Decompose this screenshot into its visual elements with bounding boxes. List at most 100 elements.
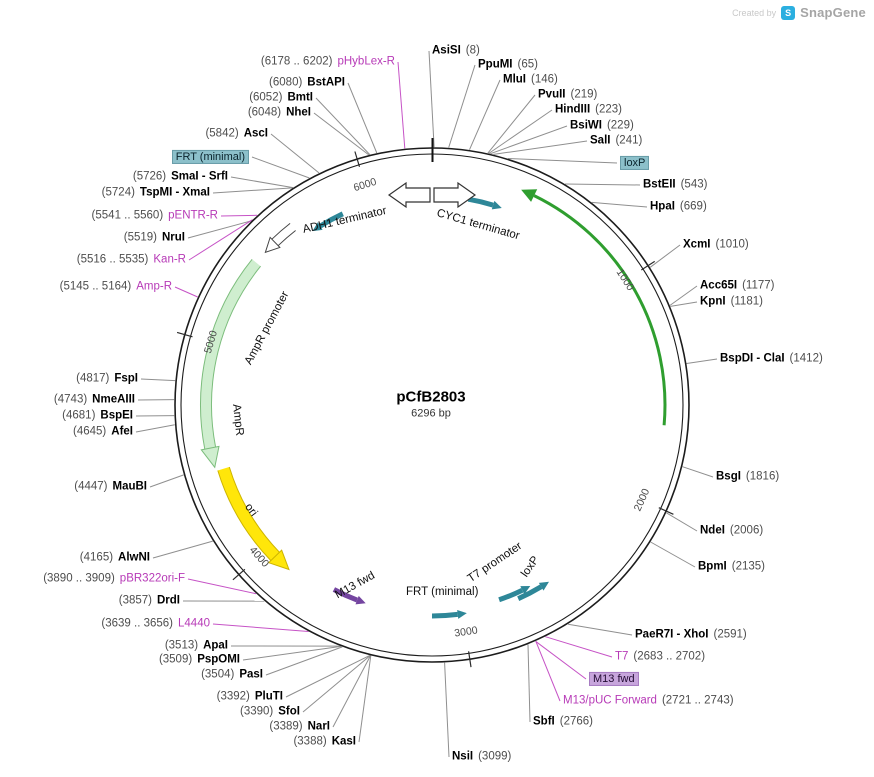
site-label-m13-puc-forward: M13/pUC Forward (2721 .. 2743): [563, 695, 734, 708]
site-position: (3504): [201, 668, 235, 681]
site-name: NarI: [307, 720, 330, 733]
site-label-frt-minimal: FRT (minimal): [171, 149, 249, 165]
site-position: (6178 .. 6202): [260, 55, 333, 68]
ring-tick-5000: [176, 331, 193, 338]
adh1-terminator-arrow: [387, 181, 431, 209]
site-position: (1816): [745, 470, 780, 483]
site-position: (2135): [731, 560, 765, 573]
site-label-bspdi-clai: BspDI - ClaI (1412): [720, 353, 823, 366]
site-label-bstapi: (6080) BstAPI: [269, 77, 345, 90]
leader-line-afei: [135, 424, 175, 433]
site-position: (3513): [164, 639, 199, 652]
ampr-cds-arc: [200, 259, 261, 450]
site-position: (2591): [713, 628, 747, 641]
site-name: HindIII: [555, 103, 591, 116]
site-name: SmaI - SrfI: [171, 170, 228, 183]
snapgene-credit: Created by S SnapGene: [732, 5, 866, 20]
site-label-mlui: MluI (146): [503, 74, 558, 87]
site-position: (543): [680, 178, 708, 191]
site-name: NruI: [162, 231, 185, 244]
site-position: (5724): [101, 186, 135, 199]
ampr-promoter-arrow-head: [264, 236, 281, 254]
leader-line-kan-r: [188, 219, 253, 261]
site-label-paer7i-xhoi: PaeR7I - XhoI (2591): [635, 629, 747, 642]
site-position: (4645): [73, 425, 107, 438]
leader-line-nrui: [187, 220, 252, 239]
site-name: KpnI: [700, 295, 726, 308]
leader-line-asisi: [428, 50, 435, 148]
site-name: MluI: [503, 73, 526, 86]
site-position: (3390): [240, 705, 274, 718]
site-name: SfoI: [278, 705, 300, 718]
site-name: FspI: [114, 372, 138, 385]
site-name: PpuMI: [478, 58, 513, 71]
site-position: (229): [606, 119, 634, 132]
site-label-loxp: loxP: [620, 155, 650, 171]
site-position: (241): [615, 134, 643, 147]
leader-line-phyblex-r: [397, 61, 406, 149]
ring-tick-6000: [354, 151, 361, 167]
leader-line-xcmi: [649, 244, 681, 268]
site-position: (5726): [132, 170, 167, 183]
snapgene-brand: SnapGene: [800, 5, 866, 20]
leader-line-pluti: [285, 654, 371, 698]
leader-line-smai-srfi: [230, 176, 294, 189]
site-label-afei: (4645) AfeI: [73, 426, 133, 439]
site-name: NdeI: [700, 524, 725, 537]
loxp-site-bottom-arrow-head: [538, 581, 550, 591]
leader-line-m13-puc-forward: [535, 641, 561, 702]
site-label-sali: SalI (241): [590, 135, 642, 148]
loxp-site-top-arrow-tail: [467, 196, 494, 208]
site-name: BspEI: [100, 409, 133, 422]
site-name: pBR322ori-F: [119, 572, 185, 585]
site-position: (65): [517, 58, 538, 71]
site-name: AlwNI: [118, 551, 150, 564]
site-name: ApaI: [203, 639, 228, 652]
site-name: HpaI: [650, 200, 675, 213]
site-position: (2683 .. 2702): [633, 650, 706, 663]
ori-arrow-edge-inner: [228, 466, 280, 553]
site-name: AsiSI: [432, 44, 461, 57]
site-label-ndei: NdeI (2006): [700, 525, 763, 538]
site-label-t7: T7 (2683 .. 2702): [615, 651, 705, 664]
site-name: BspDI - ClaI: [720, 352, 785, 365]
leader-line-t7: [545, 636, 613, 658]
site-name: AfeI: [111, 425, 133, 438]
site-name: SbfI: [533, 715, 555, 728]
site-name: PasI: [239, 668, 263, 681]
ori-arrow-edge-outer: [217, 470, 272, 561]
site-name: PluTI: [254, 690, 283, 703]
site-position: (3392): [216, 690, 250, 703]
leader-line-pasi: [265, 646, 343, 676]
site-name: NmeAIII: [92, 393, 135, 406]
site-position: (3388): [293, 735, 327, 748]
site-name: FRT (minimal): [171, 149, 249, 165]
leader-line-nari: [332, 655, 371, 728]
leader-line-loxp: [508, 158, 618, 164]
leader-line-bmti: [315, 97, 371, 155]
frt-site-top-arrow-tail: [318, 211, 344, 229]
m13-fwd-site-arrow-head: [355, 595, 366, 605]
site-position: (2006): [729, 524, 764, 537]
site-name: BstEII: [643, 178, 676, 191]
leader-line-fspi: [140, 378, 176, 382]
snapgene-logo-icon: S: [781, 5, 796, 20]
leader-line-paer7i-xhoi: [568, 623, 633, 636]
site-label-ppumi: PpuMI (65): [478, 59, 538, 72]
site-position: (3389): [269, 720, 303, 733]
site-name: BsgI: [716, 470, 741, 483]
site-label-pentr-r: (5541 .. 5560) pENTR-R: [92, 210, 218, 223]
cyc1-terminator-arrow: [433, 181, 477, 209]
site-name: L4440: [178, 617, 210, 630]
site-name: Acc65I: [700, 279, 738, 292]
site-name: loxP: [620, 155, 650, 171]
site-position: (5541 .. 5560): [91, 209, 164, 222]
site-position: (3509): [158, 653, 193, 666]
loxp-site-top-arrow-head: [491, 200, 502, 210]
site-label-asci: (5842) AscI: [205, 128, 268, 141]
leader-line-pentr-r: [220, 214, 258, 217]
site-name: pENTR-R: [168, 209, 218, 222]
leader-line-pspomi: [242, 645, 342, 661]
leader-line-m13-fwd: [535, 640, 587, 680]
